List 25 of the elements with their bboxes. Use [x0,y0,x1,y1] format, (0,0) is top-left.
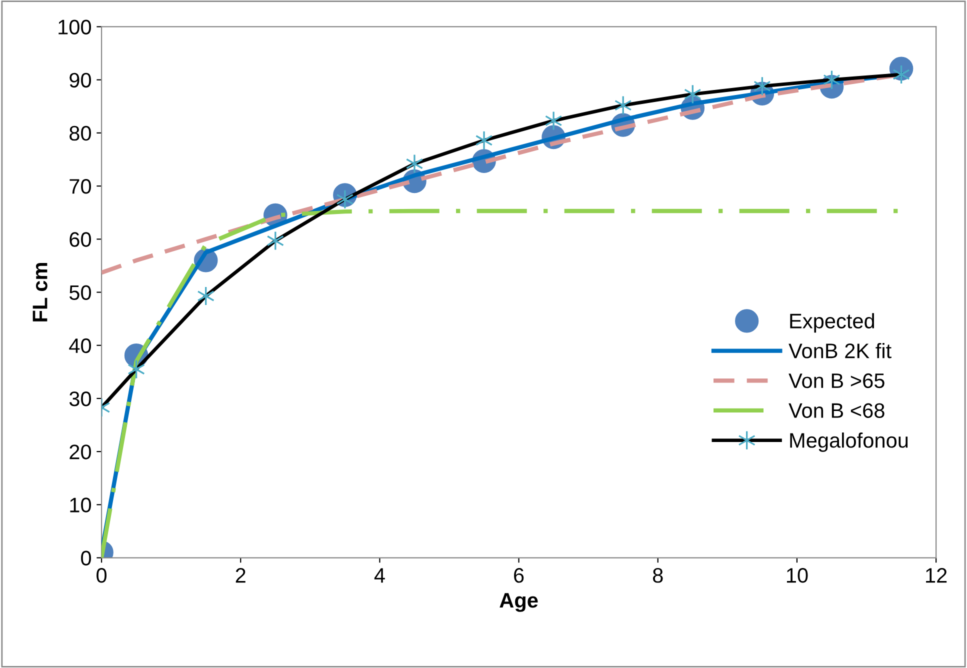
x-tick-label: 0 [96,568,107,583]
legend-label: Megalofonou [790,432,908,452]
x-tick-label: 8 [652,568,663,583]
x-axis-title: Age [500,593,538,612]
y-tick-label: 80 [70,126,91,141]
y-tick-label: 10 [70,498,91,512]
x-tick-label: 10 [786,568,808,583]
x-tick-label: 12 [926,568,947,583]
x-tick-label: 6 [514,568,524,583]
legend-label: Expected [790,313,874,333]
legend-label: VonB 2K fit [788,342,892,358]
y-axis-title: FL cm [32,263,48,322]
y-tick-label: 0 [81,550,91,566]
x-tick-label: 4 [374,568,385,583]
y-tick-label: 50 [69,285,91,300]
y-tick-label: 100 [58,20,91,34]
y-tick-label: 60 [70,232,91,247]
x-tick-label: 2 [236,568,246,583]
legend-label: Von B <68 [788,403,884,418]
y-tick-label: 90 [70,72,91,88]
y-tick-label: 20 [70,444,91,460]
y-tick-label: 40 [69,338,91,354]
y-tick-label: 30 [69,391,91,406]
y-tick-label: 70 [70,179,91,194]
legend-label: Von B >65 [788,373,884,388]
